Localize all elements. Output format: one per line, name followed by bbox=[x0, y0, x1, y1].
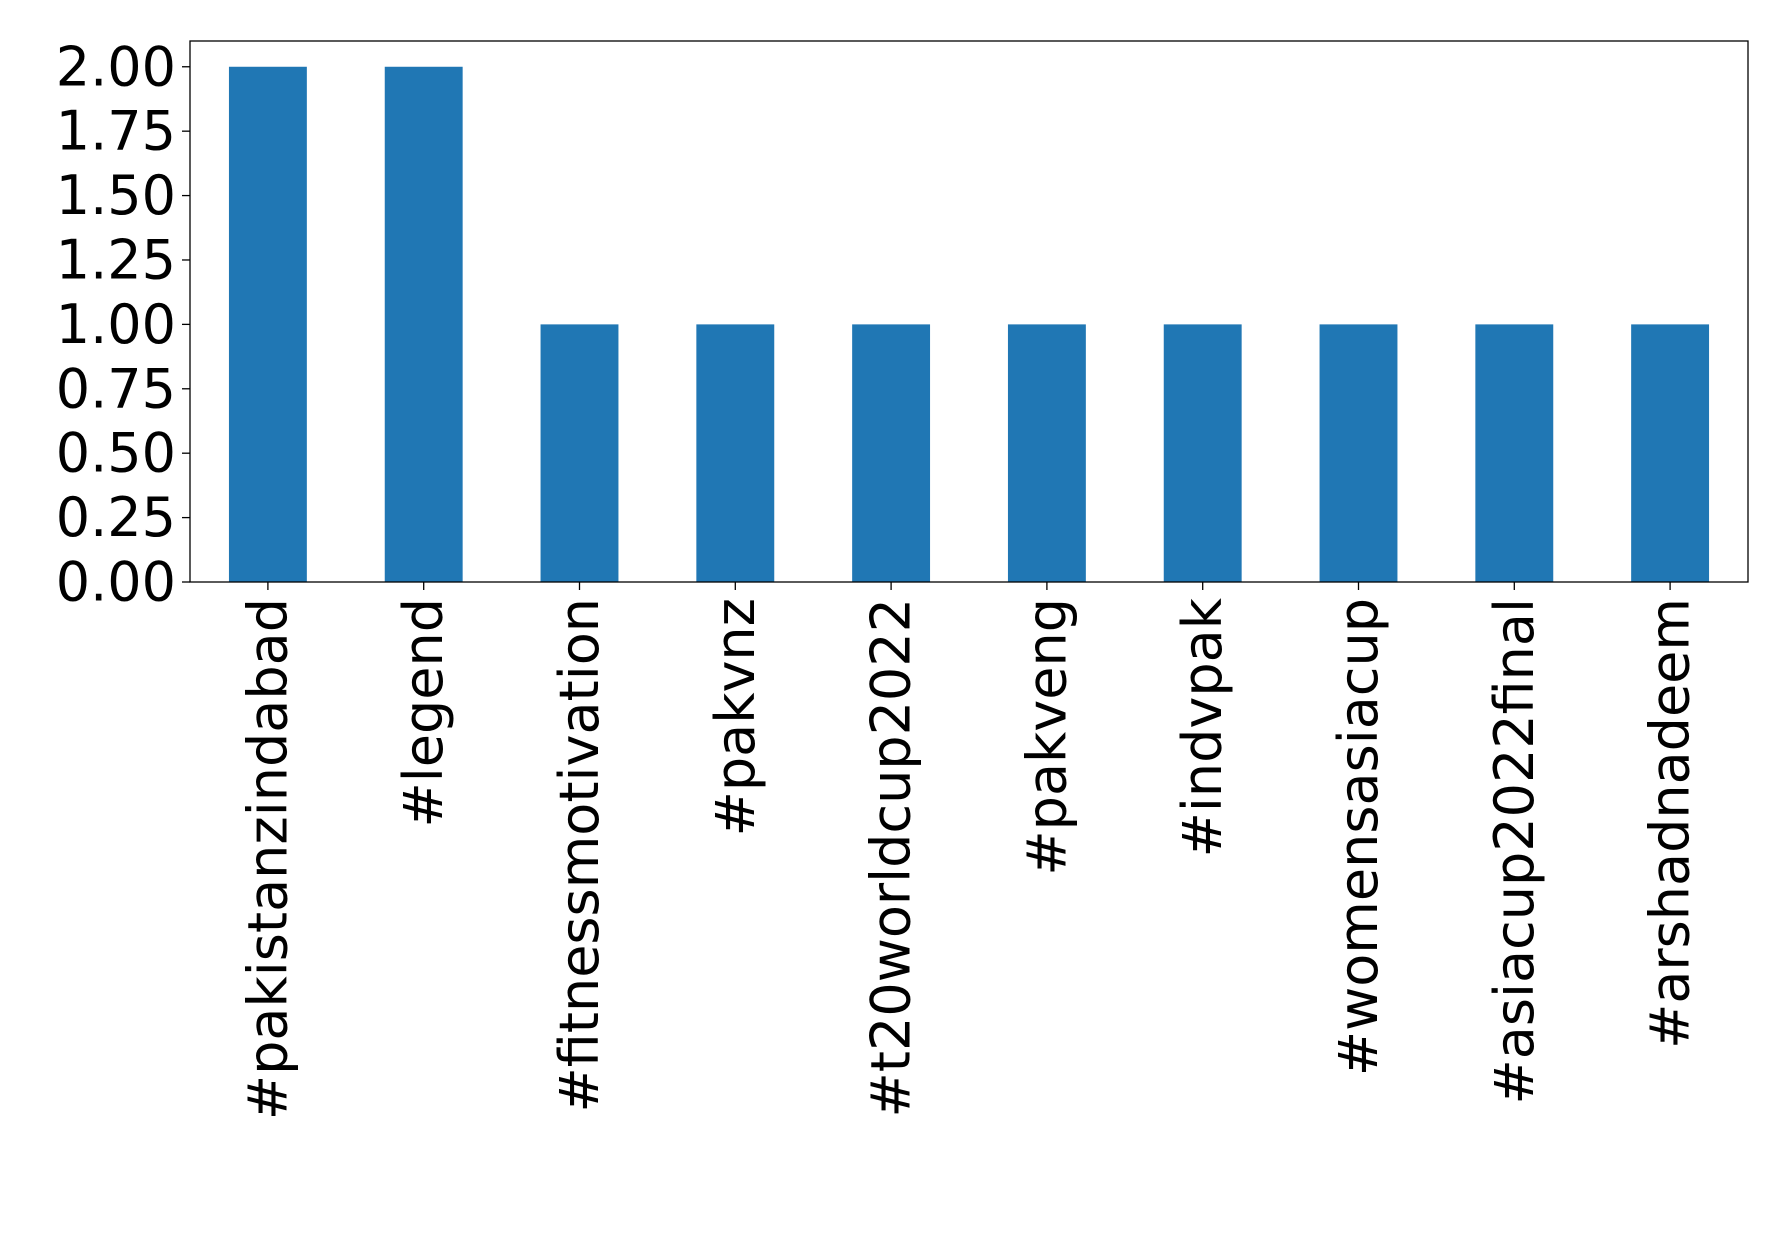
plot-frame bbox=[189, 40, 1749, 583]
x-tick-label: #fitnessmotivation bbox=[548, 598, 611, 1112]
bars-layer bbox=[228, 66, 1710, 582]
bar-arshadnadeem bbox=[1631, 324, 1710, 582]
bar-legend bbox=[384, 66, 463, 582]
x-tick-label: #legend bbox=[392, 598, 455, 827]
bar-fitnessmotivation bbox=[540, 324, 619, 582]
bar-pakveng bbox=[1007, 324, 1086, 582]
y-tick-label: 2.00 bbox=[56, 35, 176, 98]
y-tick-label: 0.50 bbox=[56, 422, 176, 485]
x-tick-label: #pakveng bbox=[1015, 598, 1078, 876]
y-axis: 0.000.250.500.751.001.251.501.752.00 bbox=[56, 35, 190, 614]
x-tick-label: #pakvnz bbox=[704, 598, 767, 836]
y-tick-label: 1.00 bbox=[56, 293, 176, 356]
bar-t20worldcup2022 bbox=[852, 324, 931, 582]
y-tick-label: 1.25 bbox=[56, 228, 176, 291]
y-tick-label: 0.25 bbox=[56, 486, 176, 549]
x-axis: #pakistanzindabad #legend #fitnessmotivati… bbox=[236, 582, 1702, 1120]
y-tick-label: 0.00 bbox=[56, 551, 176, 614]
y-tick-label: 1.50 bbox=[56, 164, 176, 227]
bar-asiacup2022final bbox=[1475, 324, 1554, 582]
x-tick-label: #pakistanzindabad bbox=[236, 598, 299, 1120]
y-tick-label: 1.75 bbox=[56, 100, 176, 163]
bar-womensasiacup bbox=[1319, 324, 1398, 582]
bar-pakistanzindabad bbox=[228, 66, 307, 582]
bar-indvpak bbox=[1163, 324, 1242, 582]
bar-pakvnz bbox=[696, 324, 775, 582]
x-tick-label: #indvpak bbox=[1171, 597, 1234, 857]
x-tick-label: #t20worldcup2022 bbox=[860, 598, 923, 1117]
y-tick-label: 0.75 bbox=[56, 357, 176, 420]
x-tick-label: #arshadnadeem bbox=[1639, 598, 1702, 1049]
x-tick-label: #asiacup2022final bbox=[1483, 598, 1546, 1105]
x-tick-label: #womensasiacup bbox=[1327, 598, 1390, 1076]
